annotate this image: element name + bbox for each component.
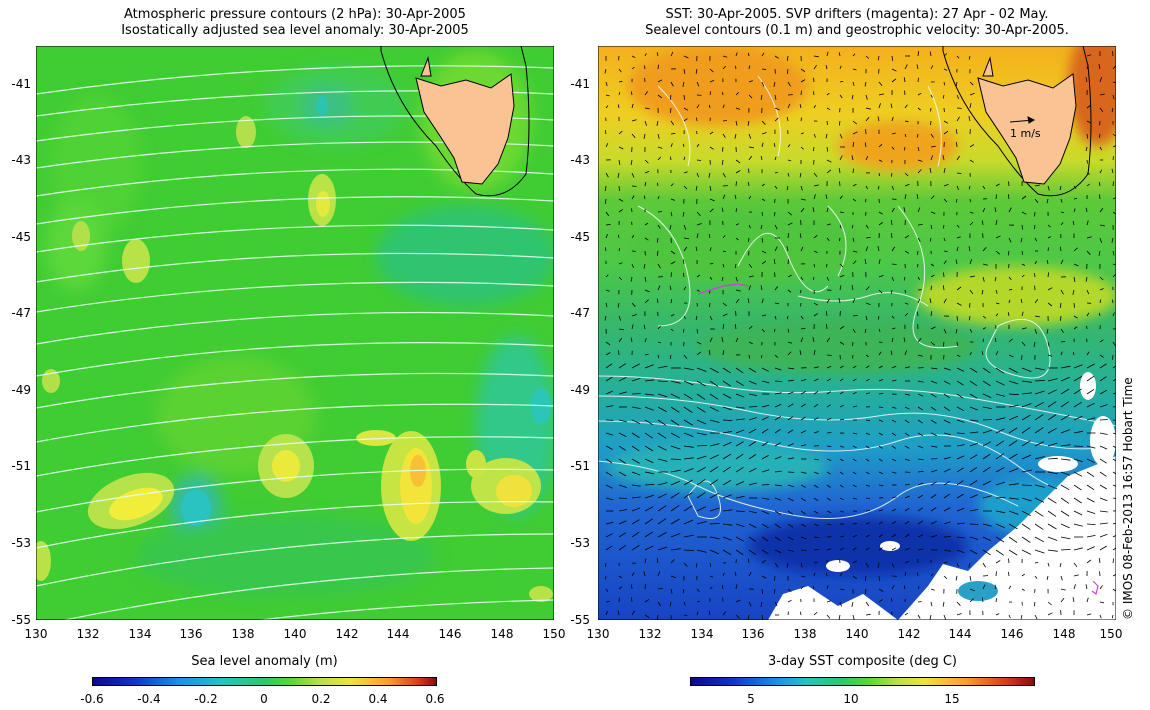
right-lon-tick: 140 <box>845 627 869 641</box>
credit-text: © IMOS 08-Feb-2013 16:57 Hobart Time <box>1121 377 1135 620</box>
right-colorbar-tick: 10 <box>843 692 859 706</box>
svp-drifter-tracks <box>697 283 1099 596</box>
left-colorbar-tick: 0.4 <box>368 692 388 706</box>
left-lon-tick: 130 <box>24 627 48 641</box>
right-lat-tick: -55 <box>570 613 590 627</box>
right-lon-tick: 146 <box>1000 627 1024 641</box>
pressure-contours <box>36 65 554 620</box>
left-colorbar-tick: -0.2 <box>194 692 218 706</box>
right-lat-tick: -49 <box>570 383 590 397</box>
right-colorbar-tick: 15 <box>944 692 960 706</box>
sea-level-colorbar <box>92 677 437 686</box>
right-lon-tick: 150 <box>1099 627 1123 641</box>
right-colorbar-label: 3-day SST composite (deg C) <box>767 654 958 669</box>
left-lat-tick: -45 <box>11 230 31 244</box>
right-lat-tick: -51 <box>570 459 590 473</box>
left-colorbar-tick: -0.6 <box>80 692 104 706</box>
left-lat-tick: -47 <box>11 306 31 320</box>
left-lat-tick: -41 <box>11 77 31 91</box>
velocity-vector-field <box>604 50 1116 620</box>
left-lon-tick: 144 <box>386 627 410 641</box>
left-lat-tick: -49 <box>11 383 31 397</box>
left-lon-tick: 146 <box>438 627 462 641</box>
right-title-line1: SST: 30-Apr-2005. SVP drifters (magenta)… <box>665 7 1049 22</box>
right-colorbar-tick: 5 <box>747 692 755 706</box>
right-lon-tick: 148 <box>1052 627 1076 641</box>
left-lon-tick: 132 <box>76 627 100 641</box>
negative-anomaly-blobs <box>181 96 551 526</box>
right-lon-tick: 134 <box>690 627 714 641</box>
right-lon-tick: 136 <box>741 627 765 641</box>
left-lon-tick: 136 <box>179 627 203 641</box>
right-lat-tick: -47 <box>570 306 590 320</box>
left-lon-tick: 150 <box>542 627 566 641</box>
right-lat-tick: -41 <box>570 77 590 91</box>
no-data-region <box>768 372 1116 620</box>
left-lat-tick: -53 <box>11 536 31 550</box>
sst-colorbar <box>690 677 1035 686</box>
right-lat-tick: -43 <box>570 153 590 167</box>
right-lat-tick: -53 <box>570 536 590 550</box>
left-lon-tick: 138 <box>231 627 255 641</box>
left-colorbar-label: Sea level anomaly (m) <box>191 654 338 669</box>
right-lon-tick: 138 <box>793 627 817 641</box>
left-title-line1: Atmospheric pressure contours (2 hPa): 3… <box>124 7 466 22</box>
left-lon-tick: 148 <box>490 627 514 641</box>
left-lon-tick: 142 <box>335 627 359 641</box>
left-lon-tick: 134 <box>128 627 152 641</box>
left-lat-tick: -55 <box>11 613 31 627</box>
right-lat-tick: -45 <box>570 230 590 244</box>
left-lat-tick: -43 <box>11 153 31 167</box>
right-lon-tick: 130 <box>586 627 610 641</box>
sst-map: 1 m/s <box>598 46 1116 620</box>
velocity-scale-label: 1 m/s <box>1010 127 1041 140</box>
tasmania-landmass <box>942 46 1092 197</box>
right-lon-tick: 132 <box>638 627 662 641</box>
sea-level-anomaly-map <box>36 46 554 620</box>
left-title-line2: Isostatically adjusted sea level anomaly… <box>121 23 469 38</box>
right-lon-tick: 144 <box>948 627 972 641</box>
left-colorbar-tick: 0 <box>260 692 268 706</box>
velocity-scale-arrow <box>1009 116 1036 124</box>
right-lon-tick: 142 <box>897 627 921 641</box>
left-lon-tick: 140 <box>283 627 307 641</box>
left-colorbar-tick: -0.4 <box>137 692 161 706</box>
tasmania-landmass <box>380 46 530 197</box>
right-title-line2: Sealevel contours (0.1 m) and geostrophi… <box>645 23 1069 38</box>
left-lat-tick: -51 <box>11 459 31 473</box>
left-colorbar-tick: 0.6 <box>425 692 445 706</box>
left-colorbar-tick: 0.2 <box>311 692 331 706</box>
